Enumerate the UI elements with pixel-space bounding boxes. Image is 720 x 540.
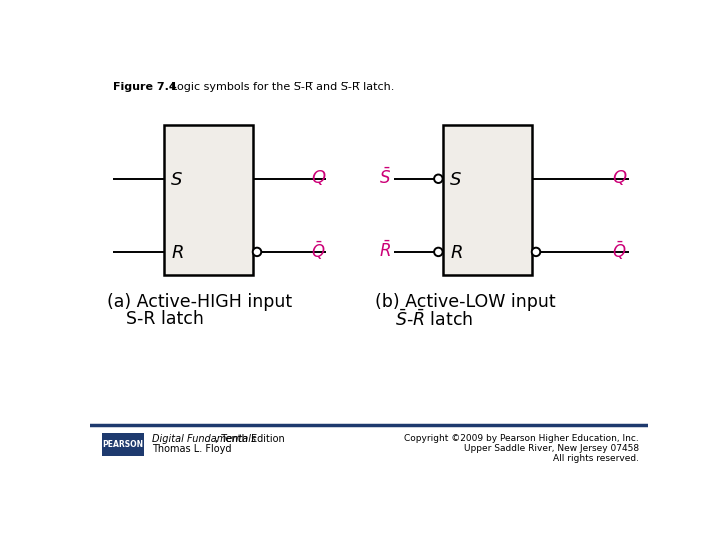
Circle shape: [434, 248, 443, 256]
Bar: [102, 433, 144, 456]
Text: R: R: [171, 244, 184, 262]
Text: $\bar{S}$-$\bar{R}$ latch: $\bar{S}$-$\bar{R}$ latch: [395, 309, 473, 330]
Text: PEARSON: PEARSON: [102, 440, 143, 449]
Circle shape: [532, 248, 540, 256]
Text: R: R: [451, 244, 463, 262]
Bar: [163, 125, 253, 275]
Text: $\bar{R}$: $\bar{R}$: [379, 241, 391, 261]
Text: $\bar{Q}$: $\bar{Q}$: [612, 240, 627, 262]
Text: Digital Fundamentals: Digital Fundamentals: [152, 434, 256, 444]
Bar: [443, 125, 532, 275]
Text: S-R latch: S-R latch: [127, 309, 204, 328]
Text: Q: Q: [311, 169, 325, 187]
Text: , Tenth Edition: , Tenth Edition: [215, 434, 284, 444]
Text: Figure 7.4: Figure 7.4: [113, 82, 177, 92]
Text: Q: Q: [612, 169, 626, 187]
Circle shape: [253, 248, 261, 256]
Text: Thomas L. Floyd: Thomas L. Floyd: [152, 444, 232, 454]
Circle shape: [434, 174, 443, 183]
Text: S: S: [451, 171, 462, 188]
Text: Logic symbols for the S̅-R̅ and S̅-R̅ latch.: Logic symbols for the S̅-R̅ and S̅-R̅ la…: [163, 82, 394, 92]
Text: $\bar{S}$: $\bar{S}$: [379, 168, 391, 188]
Text: S: S: [171, 171, 183, 188]
Text: $\bar{Q}$: $\bar{Q}$: [311, 240, 325, 262]
Text: (a) Active-HIGH input: (a) Active-HIGH input: [107, 293, 292, 310]
Text: (b) Active-LOW input: (b) Active-LOW input: [375, 293, 556, 310]
Text: Copyright ©2009 by Pearson Higher Education, Inc.
Upper Saddle River, New Jersey: Copyright ©2009 by Pearson Higher Educat…: [404, 434, 639, 463]
